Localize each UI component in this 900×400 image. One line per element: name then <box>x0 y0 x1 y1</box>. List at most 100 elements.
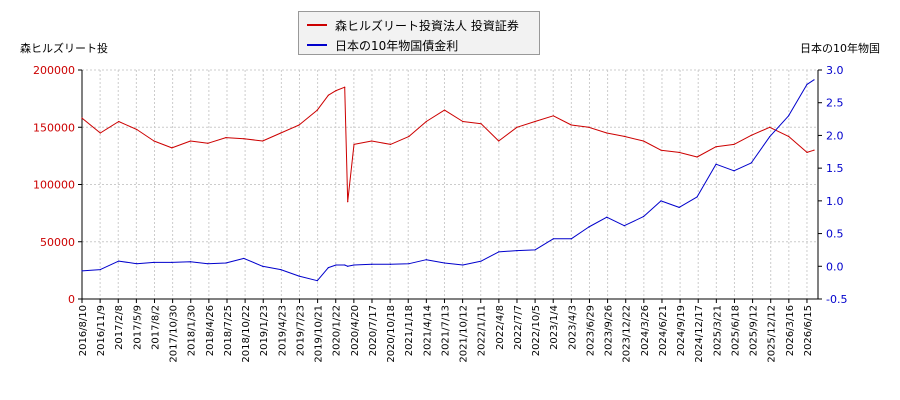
right-tick-label: 0.5 <box>826 228 844 241</box>
data-point-jgb <box>298 275 300 277</box>
data-point-jgb <box>171 261 173 263</box>
data-point-jgb <box>118 260 120 262</box>
data-point-jgb <box>335 264 337 266</box>
data-point-jgb <box>623 225 625 227</box>
data-point-reit <box>443 109 446 111</box>
right-tick-label: 2.0 <box>826 129 844 142</box>
data-point-reit <box>408 135 410 138</box>
data-point-jgb <box>678 206 680 208</box>
data-point-reit <box>516 126 518 128</box>
data-point-jgb <box>316 280 318 282</box>
right-tick-label: -0.5 <box>826 293 847 306</box>
left-axis-title: 森ヒルズリート投 <box>20 42 108 55</box>
data-point-jgb <box>733 170 735 172</box>
data-point-reit <box>225 136 227 139</box>
x-tick-label: 2022/7/7 <box>513 305 524 350</box>
x-tick-label: 2016/8/10 <box>78 305 89 356</box>
left-tick-label: 100000 <box>33 179 75 192</box>
x-tick-label: 2022/1/11 <box>477 305 488 356</box>
data-point-jgb <box>353 264 355 266</box>
data-point-jgb <box>344 264 346 266</box>
x-tick-label: 2017/2/8 <box>114 305 125 350</box>
x-tick-label: 2022/10/5 <box>531 305 542 356</box>
x-tick-label: 2019/1/23 <box>259 305 270 356</box>
data-point-jgb <box>606 216 608 218</box>
data-point-reit <box>588 126 590 128</box>
x-tick-label: 2020/1/22 <box>332 305 343 356</box>
right-tick-label: 2.5 <box>826 97 844 110</box>
data-point-jgb <box>347 265 349 267</box>
data-point-reit <box>623 135 625 138</box>
data-point-jgb <box>750 162 752 164</box>
legend-item-reit: 森ヒルズリート投資法人 投資証券 <box>307 17 519 33</box>
data-point-jgb <box>408 263 410 265</box>
data-point-reit <box>480 123 482 125</box>
left-tick-label: 0 <box>68 293 75 306</box>
legend-swatch-jgb <box>307 44 327 46</box>
left-tick-label: 200000 <box>33 64 75 77</box>
x-tick-label: 2024/9/19 <box>676 305 687 356</box>
data-point-jgb <box>516 249 518 252</box>
legend-label-jgb: 日本の10年物国債金利 <box>335 38 459 53</box>
data-point-reit <box>207 142 209 144</box>
data-point-jgb <box>389 263 392 265</box>
x-tick-label: 2019/7/23 <box>295 305 306 356</box>
data-point-reit <box>81 117 83 119</box>
data-point-reit <box>153 140 155 142</box>
data-point-reit <box>498 140 500 142</box>
x-tick-label: 2016/11/9 <box>96 305 107 356</box>
x-tick-label: 2019/10/21 <box>314 305 325 363</box>
data-point-jgb <box>371 263 373 265</box>
x-tick-label: 2021/1/18 <box>404 305 415 356</box>
data-point-reit <box>769 126 771 128</box>
x-tick-label: 2023/12/22 <box>622 305 633 363</box>
data-point-jgb <box>462 264 464 266</box>
legend-label-reit: 森ヒルズリート投資法人 投資証券 <box>335 18 519 33</box>
right-tick-label: 1.5 <box>826 162 844 175</box>
x-tick-label: 2018/1/30 <box>187 305 198 356</box>
data-point-reit <box>243 138 245 140</box>
x-tick-label: 2017/5/9 <box>132 305 143 350</box>
x-tick-label: 2020/10/18 <box>386 305 397 363</box>
data-point-reit <box>813 149 815 151</box>
data-point-jgb <box>225 262 227 264</box>
data-point-reit <box>136 128 138 131</box>
right-tick-label: 0.0 <box>826 260 844 273</box>
x-tick-label: 2021/7/13 <box>440 305 451 356</box>
data-point-reit <box>353 143 355 146</box>
data-point-jgb <box>480 260 482 262</box>
data-point-jgb <box>660 200 662 202</box>
data-point-jgb <box>788 115 790 117</box>
data-point-reit <box>371 140 373 142</box>
x-tick-label: 2025/3/21 <box>712 305 723 356</box>
x-tick-label: 2023/6/29 <box>585 305 596 356</box>
data-point-reit <box>678 151 680 154</box>
data-point-jgb <box>552 238 554 240</box>
x-tick-label: 2023/1/4 <box>549 305 560 350</box>
data-point-reit <box>99 132 101 134</box>
x-tick-label: 2025/9/12 <box>749 305 760 356</box>
data-point-reit <box>118 120 120 123</box>
data-point-reit <box>425 120 427 123</box>
x-tick-label: 2017/8/2 <box>150 305 161 350</box>
x-tick-label: 2019/4/23 <box>277 305 288 356</box>
x-tick-label: 2022/4/8 <box>495 305 506 350</box>
data-point-jgb <box>534 249 536 251</box>
data-point-reit <box>462 120 464 123</box>
x-tick-label: 2017/10/30 <box>169 305 180 363</box>
data-point-jgb <box>136 263 138 265</box>
data-point-jgb <box>99 268 101 271</box>
data-point-jgb <box>642 215 645 218</box>
data-point-reit <box>316 109 318 111</box>
data-point-jgb <box>443 262 446 264</box>
x-tick-label: 2023/4/3 <box>567 305 578 350</box>
data-point-reit <box>534 120 536 123</box>
x-tick-label: 2023/9/26 <box>604 305 615 356</box>
data-point-jgb <box>81 270 83 272</box>
data-point-jgb <box>243 257 245 260</box>
data-point-reit <box>806 151 808 154</box>
x-tick-label: 2021/4/14 <box>422 305 433 356</box>
data-point-jgb <box>813 79 815 81</box>
data-point-reit <box>189 140 192 142</box>
data-point-jgb <box>715 163 717 165</box>
